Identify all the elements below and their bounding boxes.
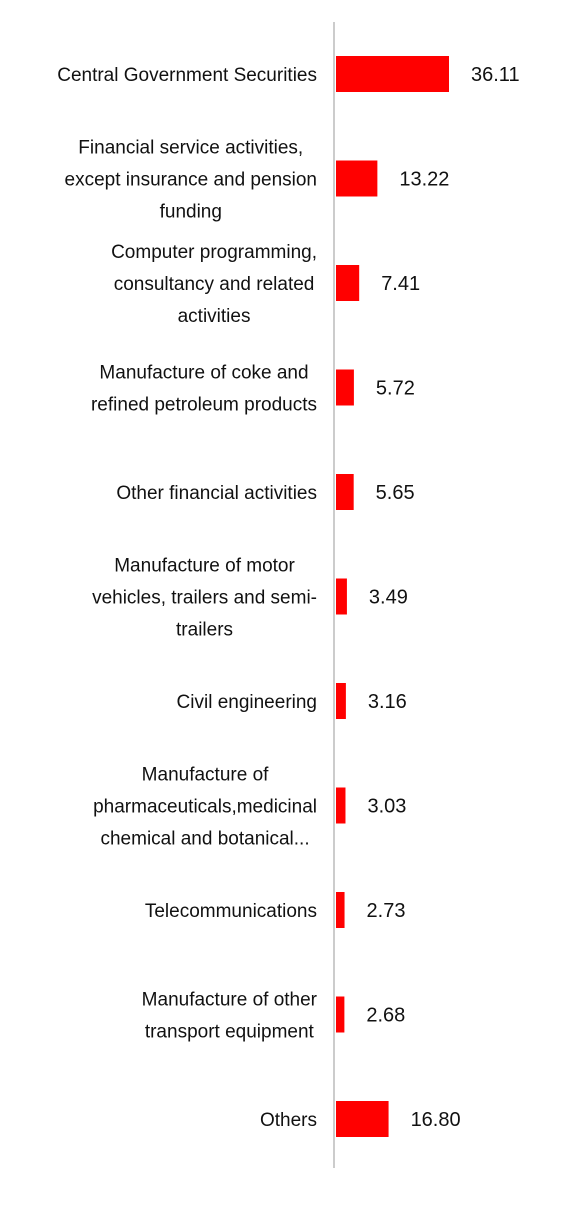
- category-label-line: pharmaceuticals,medicinal: [93, 797, 317, 818]
- category-label-line: Central Government Securities: [57, 65, 317, 86]
- category-label-line: Other financial activities: [116, 483, 317, 504]
- bar-value-label: 13.22: [399, 169, 449, 191]
- bar-value-label: 3.16: [368, 691, 407, 713]
- bar: [336, 265, 360, 301]
- bar-value-label: 2.68: [366, 1005, 405, 1027]
- bar: [336, 160, 378, 197]
- bar: [336, 474, 354, 510]
- category-label: Financial service activities, except insu…: [65, 138, 317, 223]
- bar: [336, 578, 347, 615]
- category-label: Telecommunications: [145, 901, 317, 922]
- category-label-line: vehicles, trailers and semi-: [92, 588, 317, 609]
- category-label: Manufacture of coke and refined petroleum…: [91, 363, 317, 416]
- category-label-line: Manufacture of coke and: [99, 363, 308, 384]
- bar-value-label: 3.49: [369, 587, 408, 609]
- category-label-line: except insurance and pension: [65, 170, 317, 191]
- bar-value-label: 7.41: [381, 273, 420, 295]
- category-label: Other financial activities: [116, 483, 317, 504]
- bar: [336, 56, 449, 92]
- category-label-line: activities: [178, 306, 251, 327]
- bar: [336, 787, 346, 824]
- category-label-line: Financial service activities,: [78, 138, 303, 159]
- bar-value-label: 36.11: [471, 64, 520, 86]
- bars-group: 36.11 Central Government Securities 13.22 F…: [57, 56, 520, 1137]
- category-label-line: Manufacture of motor: [114, 556, 295, 577]
- category-label-line: consultancy and related: [114, 274, 315, 295]
- category-label-line: Manufacture of other: [142, 990, 318, 1011]
- category-label-line: funding: [160, 202, 222, 223]
- bar-value-label: 5.72: [376, 378, 415, 400]
- bar-value-label: 5.65: [376, 482, 415, 504]
- category-label-line: Others: [260, 1110, 317, 1131]
- category-label-line: Telecommunications: [145, 901, 317, 922]
- bar: [336, 683, 346, 719]
- category-label-line: Civil engineering: [177, 692, 317, 713]
- bar: [336, 1101, 389, 1137]
- category-label: Manufacture of pharmaceuticals,medicinal c…: [93, 765, 317, 850]
- category-label: Central Government Securities: [57, 65, 317, 86]
- category-label: Manufacture of other transport equipment: [142, 990, 318, 1043]
- category-label: Computer programming, consultancy and rel…: [111, 242, 317, 327]
- bar-value-label: 2.73: [367, 900, 406, 922]
- category-label-line: Manufacture of: [142, 765, 269, 786]
- category-label: Civil engineering: [177, 692, 317, 713]
- category-label-line: trailers: [176, 620, 233, 641]
- category-label-line: chemical and botanical...: [100, 829, 309, 850]
- bar: [336, 996, 345, 1033]
- bar: [336, 892, 345, 928]
- category-label: Others: [260, 1110, 317, 1131]
- category-label-line: refined petroleum products: [91, 395, 317, 416]
- bar-value-label: 16.80: [411, 1109, 461, 1131]
- category-label-line: Computer programming,: [111, 242, 317, 263]
- bar-value-label: 3.03: [367, 796, 406, 818]
- category-label: Manufacture of motor vehicles, trailers a…: [92, 556, 317, 641]
- bar: [336, 369, 354, 406]
- category-label-line: transport equipment: [145, 1022, 315, 1043]
